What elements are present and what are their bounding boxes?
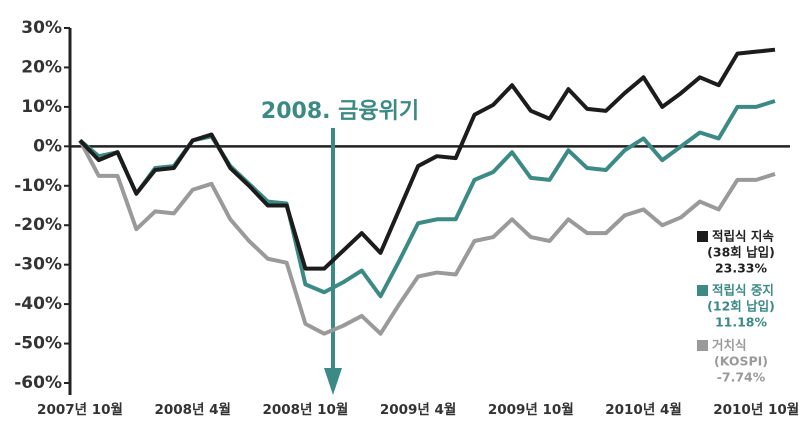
y-tick-label: 20% <box>21 57 62 77</box>
legend-summary: -7.74% <box>717 370 766 385</box>
legend-label: 거치식 <box>712 338 747 353</box>
x-tick-label: 2010년 10월 <box>713 401 799 418</box>
y-tick-label: -40% <box>14 294 62 314</box>
legend-swatch <box>697 340 708 351</box>
series-line <box>78 47 776 271</box>
series-line <box>78 139 776 336</box>
y-tick-label: 0% <box>33 136 62 156</box>
y-tick-label: -30% <box>14 255 62 275</box>
x-tick-label: 2009년 4월 <box>380 401 457 418</box>
legend-label: 적립식 지속 <box>712 229 774 244</box>
annotation: 2008. 금융위기 <box>261 99 419 124</box>
legend-label: 적립식 중지 <box>712 283 774 298</box>
annotation-arrowhead <box>324 368 342 395</box>
x-tick-label: 2010년 4월 <box>605 401 682 418</box>
legend-swatch <box>697 231 708 242</box>
y-tick-label: 10% <box>21 97 62 117</box>
y-tick-label: -50% <box>14 334 62 354</box>
legend-summary: 23.33% <box>715 261 768 276</box>
x-tick-label: 2008년 10월 <box>262 401 348 418</box>
y-tick-label: 30% <box>21 18 62 38</box>
x-tick-label: 2009년 10월 <box>488 401 574 418</box>
y-tick-label: -10% <box>14 176 62 196</box>
x-tick-label: 2008년 4월 <box>154 401 231 418</box>
x-tick-label: 2007년 10월 <box>37 401 123 418</box>
legend-detail: (KOSPI) <box>714 354 768 369</box>
legend-swatch <box>697 285 708 296</box>
legend-summary: 11.18% <box>715 315 768 330</box>
y-tick-label: -20% <box>14 215 62 235</box>
legend-detail: (12회 납입) <box>707 299 775 314</box>
y-tick-label: -60% <box>14 373 62 393</box>
legend-detail: (38회 납입) <box>707 245 775 260</box>
